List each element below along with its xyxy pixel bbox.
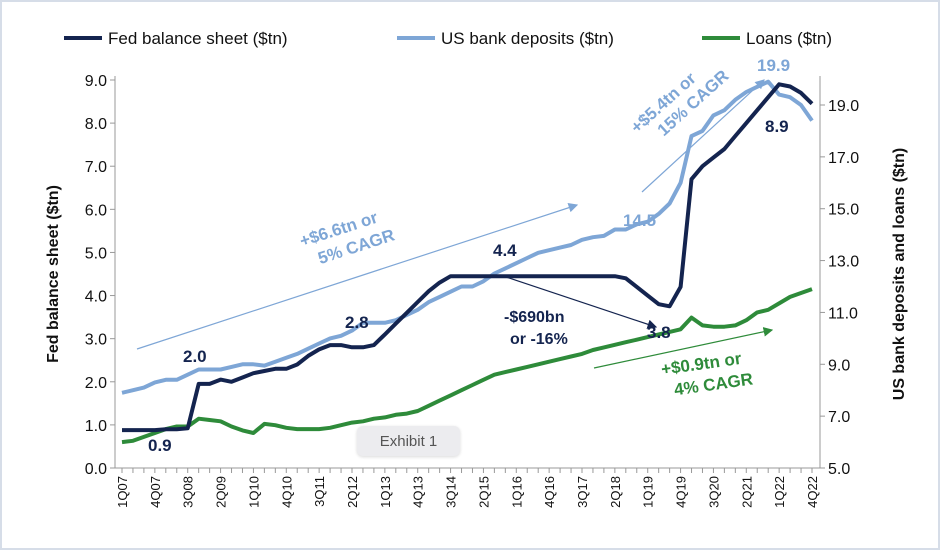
x-tick-label: 2Q12 [345, 476, 360, 508]
x-tick-label: 1Q13 [378, 476, 393, 508]
x-tick-label: 3Q11 [312, 476, 327, 507]
label-fed-2015: 4.4 [493, 241, 517, 260]
fed-decline-arrow [499, 274, 658, 329]
y-right-tick-label: 11.0 [828, 305, 858, 322]
x-tick-label: 4Q13 [411, 476, 426, 508]
x-tick-label: 4Q10 [279, 476, 294, 508]
legend-label-deposits: US bank deposits ($tn) [441, 29, 614, 48]
x-tick-label: 4Q19 [674, 476, 689, 508]
label-fed-peak: 8.9 [765, 117, 789, 136]
x-tick-label: 4Q16 [542, 476, 557, 508]
y-left-tick-label: 0.0 [85, 461, 107, 478]
x-tick-label: 1Q22 [772, 476, 787, 508]
annotation-fed-decline-line1: -$690bn [504, 309, 564, 326]
deposit-growth-arrow [136, 203, 579, 350]
legend-label-loans: Loans ($tn) [746, 29, 832, 48]
label-deposits-peak: 19.9 [757, 56, 790, 75]
y-right-tick-label: 5.0 [828, 461, 850, 478]
x-tick-label: 3Q17 [575, 476, 590, 508]
y-left-tick-label: 5.0 [85, 245, 107, 262]
y-right-tick-label: 7.0 [828, 409, 850, 426]
y-left-tick-label: 7.0 [85, 159, 107, 176]
deposit-covid-growth-arrow [641, 79, 765, 193]
y-left-tick-label: 1.0 [85, 418, 107, 435]
y-left-tick-label: 6.0 [85, 202, 107, 219]
y-right-tick-label: 19.0 [828, 98, 859, 115]
x-tick-label: 1Q16 [509, 476, 524, 508]
series-line-deposits [121, 79, 814, 395]
y-right-tick-label: 15.0 [828, 202, 859, 219]
y-left-tick-label: 9.0 [85, 73, 107, 90]
x-tick-label: 2Q15 [476, 476, 491, 508]
x-tick-label: 3Q20 [706, 476, 721, 508]
x-tick-label: 1Q10 [246, 476, 261, 508]
label-fed-2012: 2.8 [345, 313, 369, 332]
label-fed-start: 0.9 [148, 436, 172, 455]
x-tick-label: 1Q07 [115, 476, 130, 508]
x-tick-label: 3Q08 [181, 476, 196, 508]
x-tick-label: 3Q14 [444, 476, 459, 508]
y-right-tick-label: 13.0 [828, 254, 859, 271]
x-tick-label: 2Q18 [608, 476, 623, 508]
legend-label-fed: Fed balance sheet ($tn) [108, 29, 288, 48]
legend: Fed balance sheet ($tn) US bank deposits… [64, 29, 832, 48]
x-tick-label: 4Q22 [805, 476, 820, 508]
y-left-tick-label: 8.0 [85, 116, 107, 133]
label-fed-2019: 3.8 [647, 323, 671, 342]
exhibit-badge: Exhibit 1 [357, 426, 460, 456]
loan-growth-arrow [593, 327, 774, 369]
y-axis-right-title: US bank deposits and loans ($tn) [891, 148, 908, 400]
y-left-tick-label: 4.0 [85, 289, 107, 306]
x-tick-label: 2Q21 [739, 476, 754, 508]
y-axis-left-title: Fed balance sheet ($tn) [45, 185, 62, 363]
series-line-loans [121, 287, 813, 445]
y-left-tick-label: 3.0 [85, 332, 107, 349]
x-tick-label: 4Q07 [148, 476, 163, 508]
series-line-fed [122, 82, 814, 433]
y-right-tick-label: 17.0 [828, 150, 859, 167]
x-tick-label: 2Q09 [214, 476, 229, 508]
y-right-tick-label: 9.0 [828, 357, 850, 374]
label-deposits-2019: 14.5 [623, 211, 656, 230]
label-fed-2008: 2.0 [183, 347, 207, 366]
y-left-tick-label: 2.0 [85, 375, 107, 392]
x-tick-label: 1Q19 [641, 476, 656, 508]
annotation-fed-decline-line2: or -16% [510, 331, 568, 348]
